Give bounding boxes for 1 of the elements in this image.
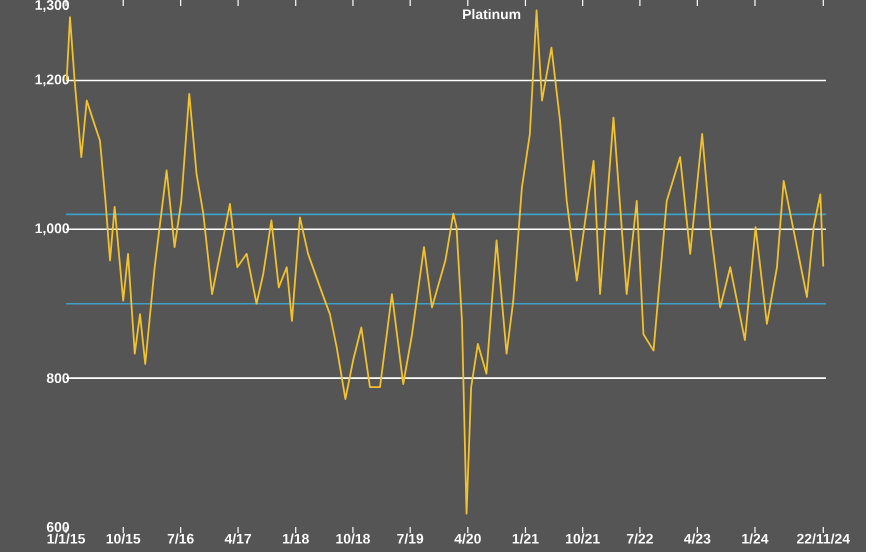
line-series	[65, 9, 825, 515]
